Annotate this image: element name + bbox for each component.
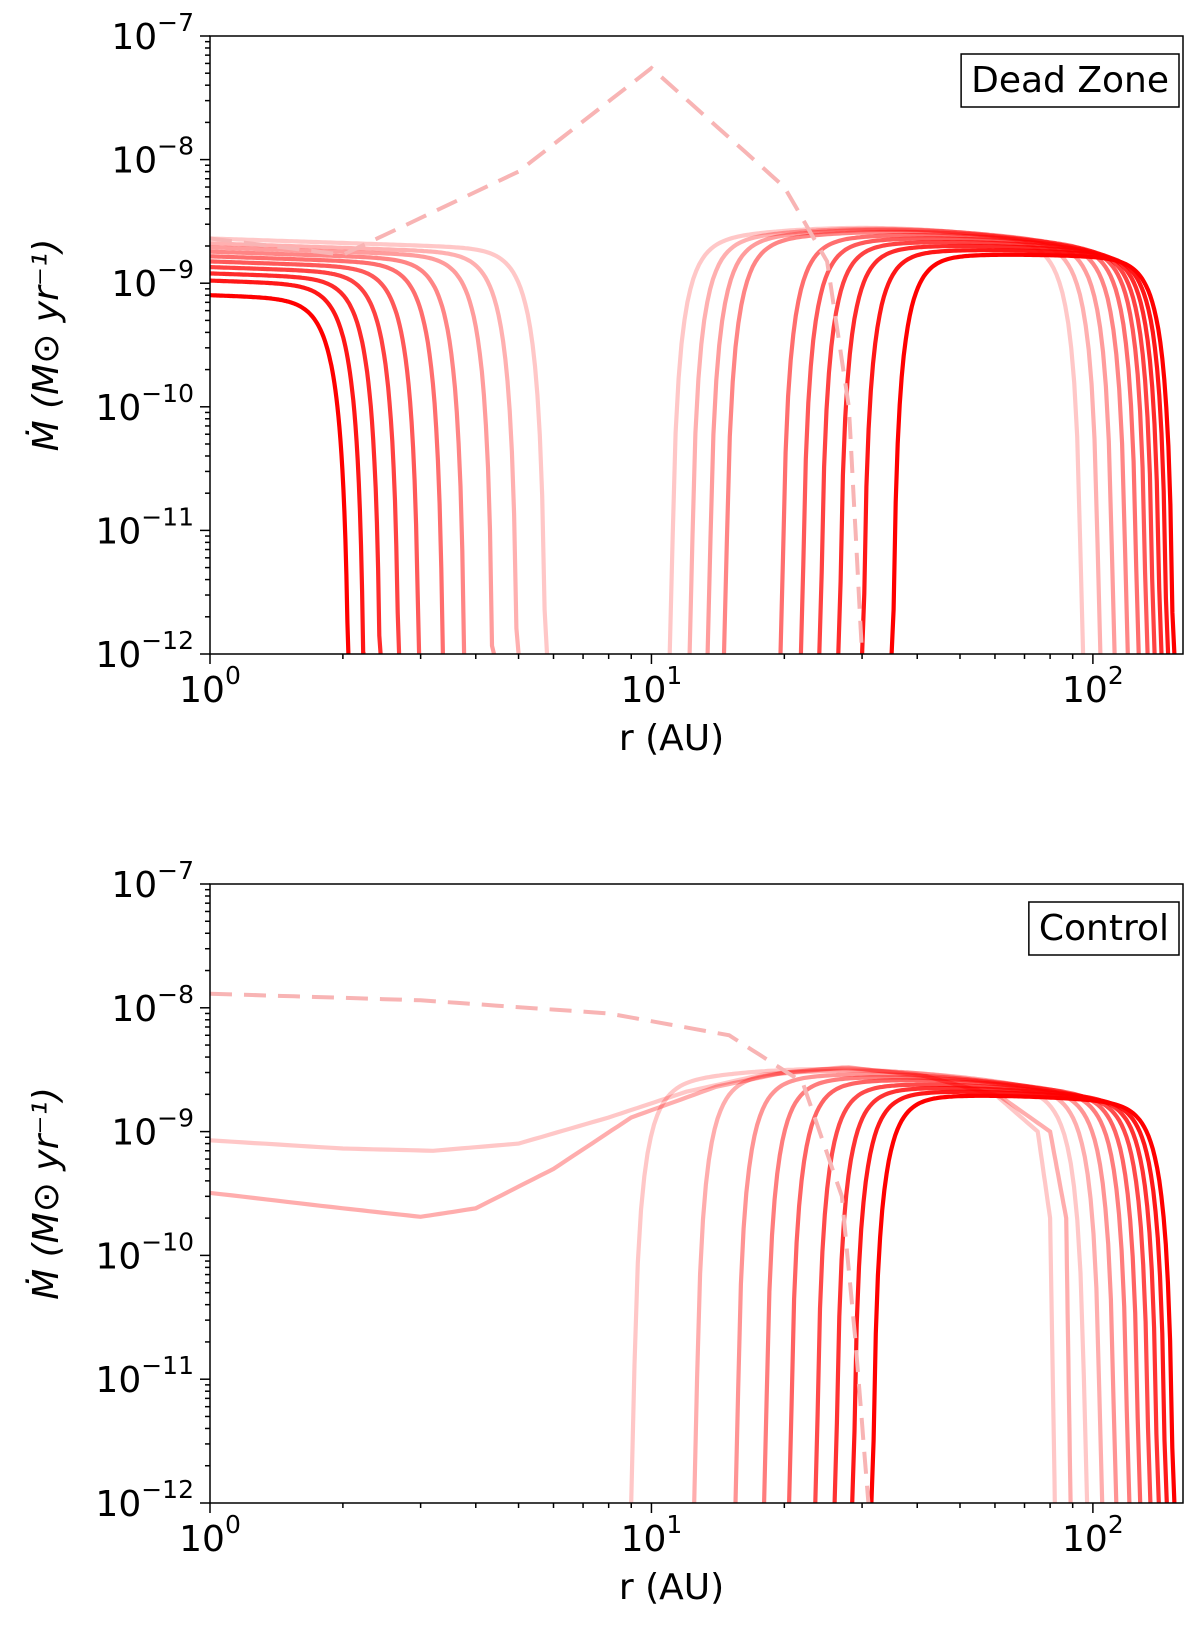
y-tick-label: 10−7 xyxy=(111,8,194,58)
axes-frame xyxy=(209,35,1184,655)
x-tick-label: 100 xyxy=(179,661,241,711)
y-tick-label: 10−11 xyxy=(95,1351,194,1401)
dead-zone-panel: 100 101 102 10−7 10−8 10−9 10−10 10−11 10−12 r (A… xyxy=(25,8,1184,759)
y-tick-label: 10−7 xyxy=(111,856,194,906)
inner-series-line xyxy=(210,259,422,654)
outer-series-line xyxy=(869,1093,1177,1503)
inner-series-line xyxy=(210,249,467,654)
inner-series-line xyxy=(210,254,445,654)
y-tick-label: 10−8 xyxy=(111,980,194,1030)
y-axis-label: Ṁ (M⊙ yr⁻¹) xyxy=(25,239,67,452)
inner-series-line xyxy=(210,1065,1057,1503)
x-axis-label: r (AU) xyxy=(619,1567,724,1608)
inner-series-line xyxy=(210,271,383,654)
plot-area xyxy=(210,991,1177,1503)
outer-series-line xyxy=(889,252,1177,654)
inner-series-line xyxy=(210,265,402,654)
x-tick-label: 100 xyxy=(179,1510,241,1560)
legend: Dead Zone xyxy=(960,53,1180,108)
initial-dashed-line xyxy=(210,65,865,654)
y-tick-label: 10−10 xyxy=(95,379,194,429)
x-tick-label: 102 xyxy=(1062,1510,1124,1560)
y-tick-label: 10−9 xyxy=(111,1104,194,1154)
y-tick-label: 10−9 xyxy=(111,255,194,305)
legend-box xyxy=(1028,901,1180,956)
legend: Control xyxy=(1028,901,1180,956)
plot-area xyxy=(210,65,1177,654)
x-tick-label: 101 xyxy=(621,661,683,711)
control-panel: 100 101 102 10−7 10−8 10−9 10−10 10−11 10−12 r (A… xyxy=(25,856,1184,1608)
legend-label: Dead Zone xyxy=(971,60,1169,101)
inner-series-line xyxy=(210,236,550,654)
x-tick-label: 102 xyxy=(1062,661,1124,711)
y-tick-label: 10−8 xyxy=(111,132,194,182)
inner-series-line xyxy=(210,278,366,654)
y-tick-label: 10−10 xyxy=(95,1227,194,1277)
x-tick-label: 101 xyxy=(621,1510,683,1560)
x-axis-label: r (AU) xyxy=(619,718,724,759)
outer-series-line xyxy=(705,227,1117,654)
inner-series-line xyxy=(210,1065,1073,1503)
y-tick-label: 10−12 xyxy=(95,626,194,676)
legend-box xyxy=(960,53,1180,108)
legend-label: Control xyxy=(1039,908,1169,949)
y-axis-label: Ṁ (M⊙ yr⁻¹) xyxy=(25,1087,67,1300)
y-tick-label: 10−11 xyxy=(95,502,194,552)
y-tick-label: 10−12 xyxy=(95,1475,194,1525)
initial-dashed-line xyxy=(210,991,871,1503)
axes-frame xyxy=(209,883,1184,1504)
inner-series-line xyxy=(210,293,351,654)
